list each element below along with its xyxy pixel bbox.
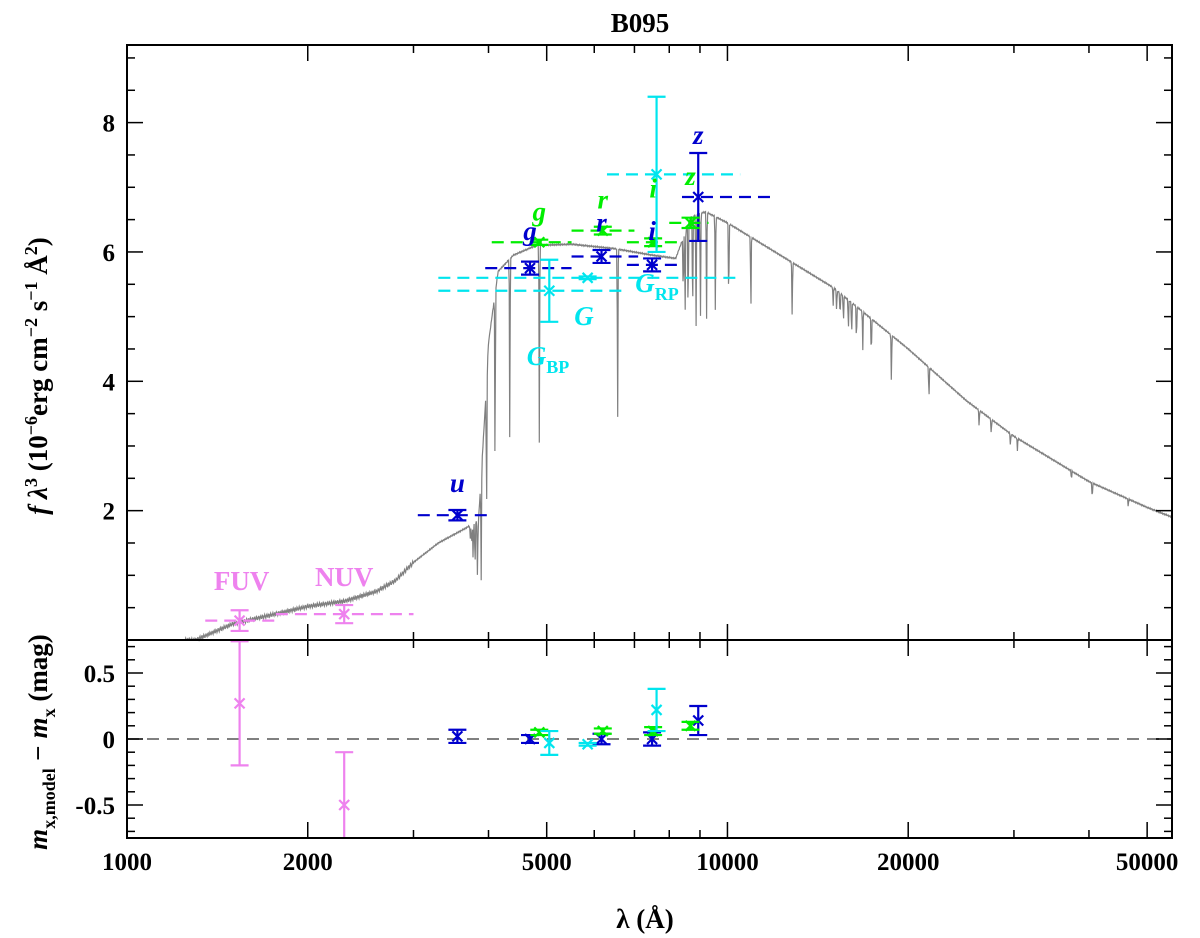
- x-tick-label: 1000: [102, 849, 152, 876]
- data-point: [692, 714, 705, 727]
- gaia-G-label: G: [574, 301, 594, 331]
- x-tick-label: 5000: [522, 849, 572, 876]
- y-tick-label: 0: [103, 727, 116, 754]
- y-tick-label: 0.5: [84, 661, 115, 688]
- ps1-i-label: i: [649, 173, 657, 203]
- ps1-r-label: r: [598, 185, 609, 215]
- data-point: [533, 236, 546, 249]
- x-tick-label: 20000: [877, 849, 940, 876]
- data-point: [646, 259, 658, 271]
- x-axis-label: λ (Å): [616, 904, 674, 934]
- data-point: [692, 191, 705, 203]
- sdss-i-label: i: [648, 216, 656, 246]
- ps1-g-label: g: [532, 196, 547, 226]
- residual-panel: -0.5 0 0.5: [75, 639, 1173, 839]
- sdss-z-label: z: [692, 120, 704, 150]
- data-point: [451, 730, 464, 743]
- data-point: [233, 614, 246, 627]
- data-point: [338, 608, 350, 620]
- data-point: [684, 217, 697, 229]
- ps1-z-label: z: [684, 161, 696, 191]
- model-spectrum-line: [184, 210, 1173, 642]
- data-point: [684, 720, 697, 732]
- data-point: [543, 737, 556, 749]
- data-point: [533, 726, 546, 739]
- data-point: [581, 738, 594, 751]
- data-point: [451, 509, 464, 521]
- sdss-r-label: r: [596, 207, 607, 237]
- y-tick-label: 4: [103, 369, 116, 396]
- y-tick-label: -0.5: [75, 793, 115, 820]
- model-spectrum: [184, 210, 1173, 642]
- residual-points: [127, 640, 1172, 838]
- y-tick-label: 8: [103, 111, 116, 138]
- sdss-u-label: u: [450, 468, 465, 498]
- sed-plot-frame: [126, 44, 1173, 641]
- y-axis-label-sed: f λ3​ (10−6​erg cm−2​ s−1​ Å2​): [21, 237, 53, 515]
- gaia-G_RP-label: GRP: [635, 268, 679, 304]
- residual-axis-ticks: -0.5 0 0.5: [75, 640, 1172, 838]
- y-axis-label-residual: mx,model​ − mx​ (mag): [23, 634, 59, 850]
- data-point: [650, 704, 663, 716]
- data-point: [650, 168, 663, 181]
- sed-axis-ticks: 2 4 6 8: [103, 45, 1172, 640]
- data-point: [597, 224, 609, 237]
- data-point: [581, 272, 594, 284]
- data-point: [595, 250, 608, 263]
- fuv-label: FUV: [214, 566, 270, 596]
- data-point: [543, 284, 556, 297]
- data-point: [597, 725, 609, 737]
- data-point: [338, 799, 350, 811]
- residual-plot-frame: [126, 639, 1173, 839]
- gaia-G_BP-label: GBP: [527, 341, 570, 377]
- sdss-g-label: g: [522, 216, 537, 246]
- x-tick-label: 50000: [1116, 849, 1179, 876]
- x-tick-label: 2000: [283, 849, 333, 876]
- x-tick-labels: 1000 2000 5000 10000 20000 50000: [102, 849, 1178, 876]
- data-point: [233, 697, 246, 710]
- y-tick-label: 6: [103, 240, 116, 267]
- data-point: [524, 262, 536, 274]
- chart-title: B095: [611, 8, 670, 38]
- nuv-label: NUV: [315, 562, 374, 592]
- x-tick-label: 10000: [696, 849, 759, 876]
- y-tick-label: 2: [103, 499, 116, 526]
